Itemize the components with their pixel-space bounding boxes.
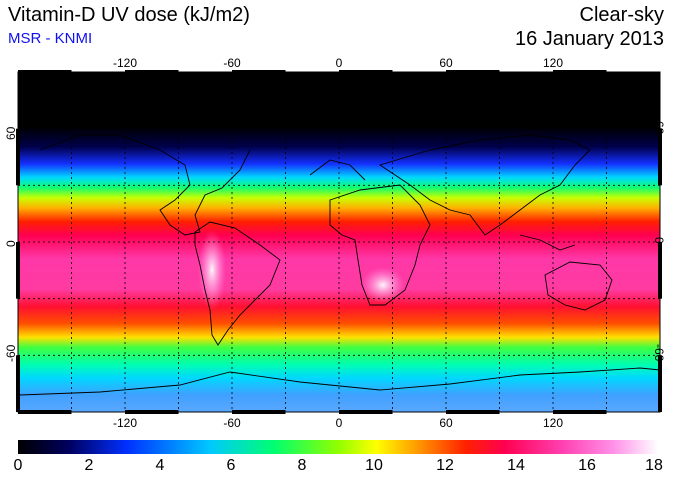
colorbar-label: 16	[578, 457, 596, 474]
colorbar	[18, 440, 658, 454]
data-source-label: MSR - KNMI	[8, 30, 93, 47]
date-label: 16 January 2013	[514, 28, 664, 50]
colorbar-label: 12	[436, 457, 454, 474]
lon-label-top: 0	[335, 56, 343, 70]
lon-label-bottom: -60	[223, 416, 241, 430]
lat-label-left: -60	[4, 344, 18, 362]
africa-hotspot	[361, 267, 405, 303]
colorbar-label: 10	[365, 457, 383, 474]
lon-label-bottom: 0	[335, 416, 343, 430]
lon-label-top: 60	[439, 56, 453, 70]
sky-condition-label: Clear-sky	[579, 4, 664, 26]
lat-label-right: 60	[652, 121, 666, 135]
lon-label-top: -60	[223, 56, 241, 70]
lon-label-bottom: 60	[439, 416, 453, 430]
colorbar-label: 14	[507, 457, 525, 474]
map-title: Vitamin-D UV dose (kJ/m2)	[8, 4, 250, 26]
lon-label-top: 120	[542, 56, 564, 70]
colorbar-label: 0	[13, 457, 23, 474]
colorbar-label: 8	[297, 457, 307, 474]
lat-label-left: 60	[4, 126, 18, 140]
lat-label-right: 0	[652, 237, 666, 244]
lon-label-bottom: 120	[542, 416, 564, 430]
coastlines	[19, 134, 661, 396]
colorbar-label: 6	[226, 457, 236, 474]
lat-label-left: 0	[4, 240, 18, 247]
lat-label-right: -60	[652, 344, 666, 362]
colorbar-label: 2	[84, 457, 94, 474]
lon-label-bottom: -120	[112, 416, 138, 430]
andes-hotspot	[198, 230, 226, 310]
colorbar-label: 4	[155, 457, 165, 474]
frame-ticks	[16, 70, 662, 414]
lon-label-top: -120	[112, 56, 138, 70]
colorbar-label: 18	[645, 457, 663, 474]
graticule	[18, 72, 660, 412]
